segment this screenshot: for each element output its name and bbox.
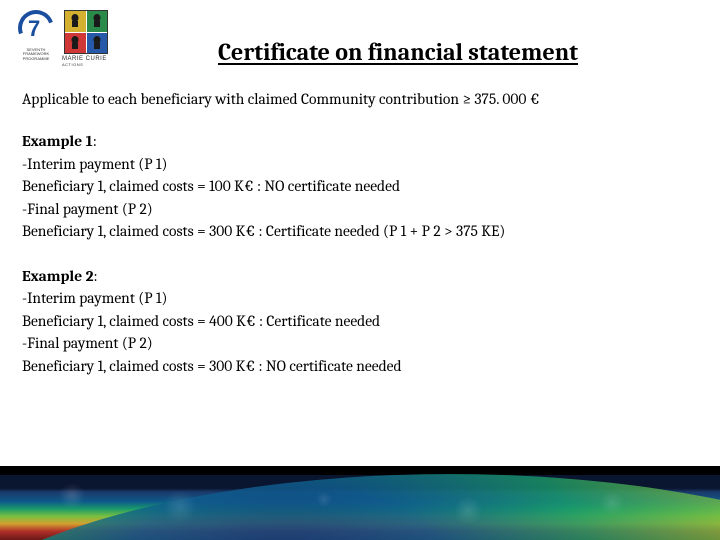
example-line: Beneficiary 1, claimed costs = 100 K€ : … — [22, 175, 698, 197]
logo-group: 7 SEVENTH FRAMEWORK PROGRAMME MARIE CURI… — [14, 10, 110, 70]
slide-content: Applicable to each beneficiary with clai… — [0, 70, 720, 377]
example-line: -Final payment (P 2) — [22, 332, 698, 354]
fp7-circle-icon: 7 — [18, 10, 54, 46]
slide-title: Certificate on financial statement — [110, 10, 706, 66]
example-line: -Interim payment (P 1) — [22, 153, 698, 175]
marie-grid-icon — [64, 10, 108, 54]
slide-header: 7 SEVENTH FRAMEWORK PROGRAMME MARIE CURI… — [0, 0, 720, 70]
example-line: Beneficiary 1, claimed costs = 300 K€ : … — [22, 220, 698, 242]
fp7-label: SEVENTH FRAMEWORK PROGRAMME — [14, 48, 58, 61]
intro-text: Applicable to each beneficiary with clai… — [22, 88, 698, 110]
example-line: Beneficiary 1, claimed costs = 300 K€ : … — [22, 355, 698, 377]
example-line: Beneficiary 1, claimed costs = 400 K€ : … — [22, 310, 698, 332]
footer-earth-image — [0, 466, 720, 540]
fp7-logo: 7 SEVENTH FRAMEWORK PROGRAMME — [14, 10, 58, 70]
example-line: -Final payment (P 2) — [22, 198, 698, 220]
example-heading: Example 2 — [22, 267, 93, 285]
example-heading: Example 1 — [22, 132, 93, 150]
example-line: -Interim payment (P 1) — [22, 287, 698, 309]
marie-label: MARIE CURIE ACTIONS — [62, 56, 110, 68]
example-1: Example 1: -Interim payment (P 1) Benefi… — [22, 130, 698, 242]
fp7-number: 7 — [28, 16, 40, 42]
marie-curie-logo: MARIE CURIE ACTIONS — [62, 10, 110, 70]
example-2: Example 2: -Interim payment (P 1) Benefi… — [22, 265, 698, 377]
